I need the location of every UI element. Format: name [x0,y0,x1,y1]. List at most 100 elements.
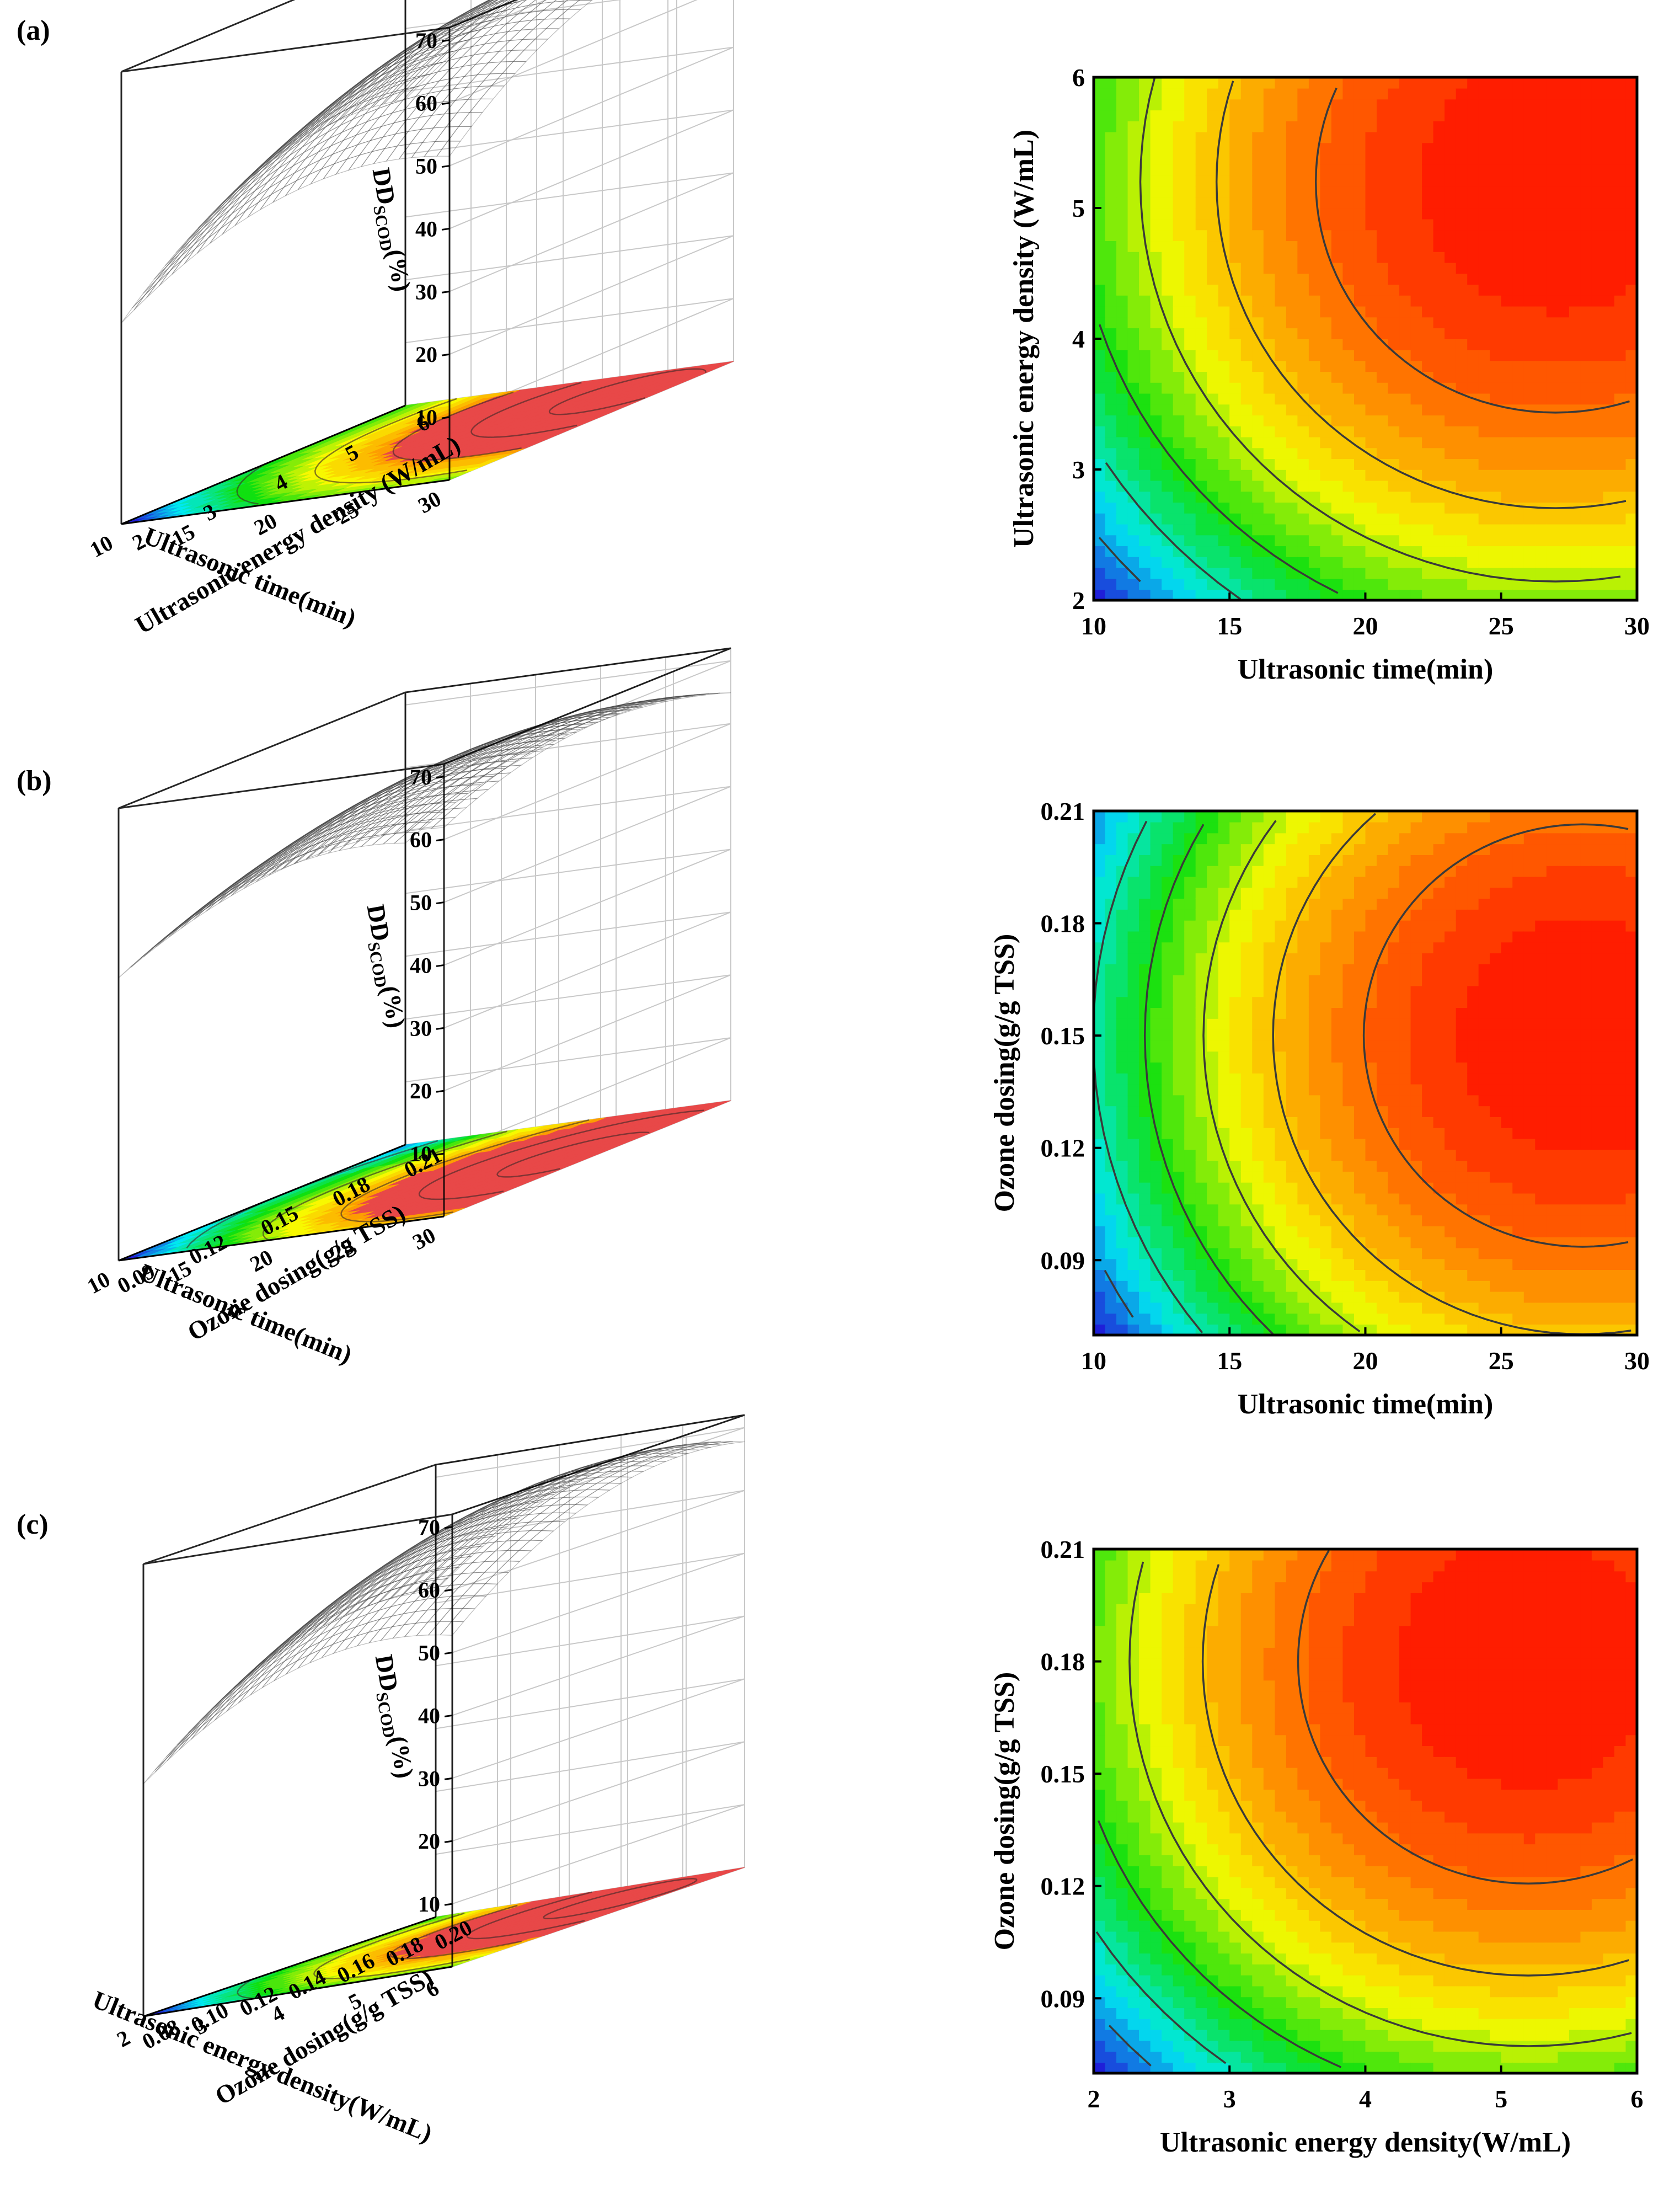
contour-cell [1512,317,1524,329]
contour-cell [1252,350,1264,361]
contour-cell [1399,230,1411,242]
contour-cell [1331,448,1343,460]
contour-cell [1524,469,1535,481]
contour-cell [1309,458,1320,470]
contour-cell [1467,339,1479,350]
contour-cell [1524,568,1535,579]
contour-cell [1456,274,1468,285]
contour-cell [1467,274,1479,285]
contour-cell [1275,99,1286,111]
contour-cell [1444,295,1456,307]
contour-cell [1275,110,1286,121]
contour-cell [1467,175,1479,187]
contour-cell [1252,513,1264,525]
contour-cell [1569,469,1581,481]
contour-cell [1377,469,1388,481]
contour-cell [1569,404,1581,416]
contour-cell [1479,361,1490,372]
contour-cell [1422,284,1433,296]
contour-cell [1151,393,1162,405]
contour-cell [1162,208,1173,220]
contour-cell [1229,546,1241,557]
contour-cell [1366,415,1377,426]
contour-cell [1614,197,1626,209]
contour-cell [1558,121,1569,132]
contour-cell [1399,492,1411,503]
contour-cell [1501,339,1513,350]
contour-cell [1241,110,1253,121]
contour-cell [1490,197,1501,209]
contour-cell [1512,426,1524,437]
contour-cell [1399,274,1411,285]
surface-cell [280,152,304,174]
contour-cell [1218,524,1230,536]
contour-cell [1173,241,1185,252]
contour-cell [1241,361,1253,372]
contour-cell [1580,546,1592,557]
contour-cell [1286,186,1298,198]
contour-cell [1264,568,1275,579]
contour-cell [1411,328,1422,339]
contour-cell [1173,132,1185,143]
contour-cell [1331,415,1343,426]
contour-cell [1512,110,1524,121]
contour-cell [1512,186,1524,198]
contour-cell [1422,328,1433,339]
contour-cell [1444,121,1456,132]
contour-cell [1547,546,1558,557]
contour-cell [1342,328,1354,339]
contour-cell [1569,132,1581,143]
contour-cell [1377,513,1388,525]
contour-cell [1264,197,1275,209]
contour-cell [1524,252,1535,263]
surface-cell [410,56,434,70]
contour-cell [1151,492,1162,503]
contour-cell [1116,110,1128,121]
contour-cell [1252,77,1264,89]
contour-cell [1196,513,1207,525]
contour-cell [1422,197,1433,209]
contour-cell [1479,513,1490,525]
contour-cell [1184,502,1196,514]
surface-cell [397,130,421,146]
contour-cell [1569,306,1581,318]
contour-cell [1151,164,1162,176]
contour-cell [1139,393,1151,405]
contour-cell [1479,404,1490,416]
contour-cell [1592,230,1603,242]
contour-cell [1309,197,1320,209]
contour-cell [1297,339,1309,350]
contour-cell [1128,371,1139,383]
contour-cell [1411,284,1422,296]
contour-cell [1342,143,1354,154]
contour-cell [1411,121,1422,132]
contour-cell [1377,557,1388,568]
contour-cell [1116,437,1128,449]
contour-cell [1320,208,1331,220]
contour-cell [1229,252,1241,263]
contour-cell [1614,317,1626,329]
contour-cell [1275,295,1286,307]
contour-cell [1501,99,1513,111]
contour-cell [1275,458,1286,470]
contour-cell [1467,557,1479,568]
contour-cell [1354,328,1366,339]
contour-cell [1252,175,1264,187]
contour-cell [1354,274,1366,285]
contour-cell [1501,132,1513,143]
contour-cell [1467,263,1479,274]
contour-cell [1162,219,1173,231]
contour-cell [1444,557,1456,568]
contour-cell [1524,197,1535,209]
contour-cell [1105,186,1117,198]
contour-cell [1388,371,1400,383]
contour-cell [1229,448,1241,460]
contour-cell [1603,328,1614,339]
contour-cell [1286,252,1298,263]
contour-cell [1592,535,1603,547]
contour-cell [1286,404,1298,416]
contour-cell [1196,339,1207,350]
contour-cell [1547,143,1558,154]
contour-cell [1241,426,1253,437]
surface-cell [422,127,446,142]
